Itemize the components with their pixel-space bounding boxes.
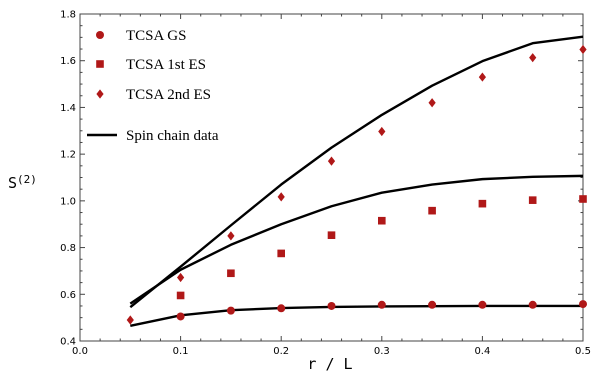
tcsa-2nd-es-point xyxy=(428,98,436,108)
tcsa-1st-es-point xyxy=(428,206,436,215)
legend-label: TCSA 2nd ES xyxy=(126,87,211,103)
legend-label: TCSA 1st ES xyxy=(126,57,206,73)
spin-chain-line-1 xyxy=(130,304,583,327)
tcsa-1st-es-point xyxy=(327,231,336,239)
tcsa-gs-point xyxy=(377,300,386,309)
x-tick-label: 0.3 xyxy=(374,346,390,357)
spin-chain-line-2 xyxy=(129,174,584,305)
y-tick-label: 1.8 xyxy=(60,10,76,21)
y-tick-label: 0.6 xyxy=(60,290,76,301)
x-tick-label: 0.1 xyxy=(173,346,189,357)
legend-marker xyxy=(96,60,104,68)
tcsa-2nd-es-point xyxy=(126,315,134,325)
tcsa-markers xyxy=(126,44,587,325)
tcsa-1st-es-point xyxy=(227,269,235,278)
legend-label: Spin chain data xyxy=(126,128,219,144)
legend: TCSA GS TCSA 1st ES TCSA 2nd ES Spin chain … xyxy=(87,28,219,144)
y-axis-label-main: S xyxy=(8,174,17,192)
axis-labels: r / L S(2) xyxy=(8,173,353,373)
spin-chain-line-3 xyxy=(129,35,584,309)
y-tick-label: 0.8 xyxy=(60,243,76,254)
legend-label: TCSA GS xyxy=(126,28,186,44)
tcsa-2nd-es-point xyxy=(529,53,537,63)
legend-marker xyxy=(96,89,104,99)
tcsa-2nd-es-point xyxy=(579,44,587,55)
tcsa-2nd-es-point xyxy=(327,156,336,166)
tcsa-1st-es-point xyxy=(579,195,587,203)
spin-chain-lines xyxy=(129,35,584,327)
tcsa-gs-point xyxy=(478,300,487,309)
tcsa-2nd-es-point xyxy=(227,231,235,241)
tcsa-gs-point xyxy=(528,300,537,309)
tcsa-2nd-es-point xyxy=(478,72,486,82)
tcsa-1st-es-point xyxy=(277,249,285,258)
tcsa-2nd-es-point xyxy=(277,192,285,202)
y-tick-label: 1.2 xyxy=(60,150,76,161)
y-axis-label-superscript: (2) xyxy=(17,173,37,186)
tcsa-gs-point xyxy=(579,300,587,309)
y-tick-label: 1.4 xyxy=(60,103,76,114)
tcsa-gs-point xyxy=(176,312,185,321)
y-tick-label: 1.0 xyxy=(60,196,76,207)
tcsa-1st-es-point xyxy=(478,199,487,208)
y-tick-label: 0.4 xyxy=(60,337,76,348)
tcsa-1st-es-point xyxy=(378,216,386,225)
tcsa-gs-point xyxy=(226,306,235,315)
tcsa-gs-point xyxy=(327,301,336,310)
tcsa-2nd-es-point xyxy=(378,126,386,137)
legend-marker xyxy=(96,31,104,39)
tcsa-2nd-es-point xyxy=(177,272,185,283)
tcsa-1st-es-point xyxy=(528,196,537,204)
x-tick-label: 0.5 xyxy=(575,346,591,357)
y-axis-label: S(2) xyxy=(8,173,37,192)
tcsa-gs-point xyxy=(428,300,437,309)
tcsa-gs-point xyxy=(277,304,286,313)
x-tick-label: 0.4 xyxy=(474,346,490,357)
x-tick-label: 0.0 xyxy=(72,346,88,357)
y-tick-label: 1.6 xyxy=(60,56,76,67)
x-tick-label: 0.2 xyxy=(273,346,289,357)
tcsa-1st-es-point xyxy=(176,291,185,300)
x-axis-label: r / L xyxy=(307,355,352,373)
axis-ticks: 0.0 0.1 0.2 0.3 0.4 0.5 0.4 0.6 0.8 1.0 1.2 1.4 1.6 1… xyxy=(60,10,591,358)
